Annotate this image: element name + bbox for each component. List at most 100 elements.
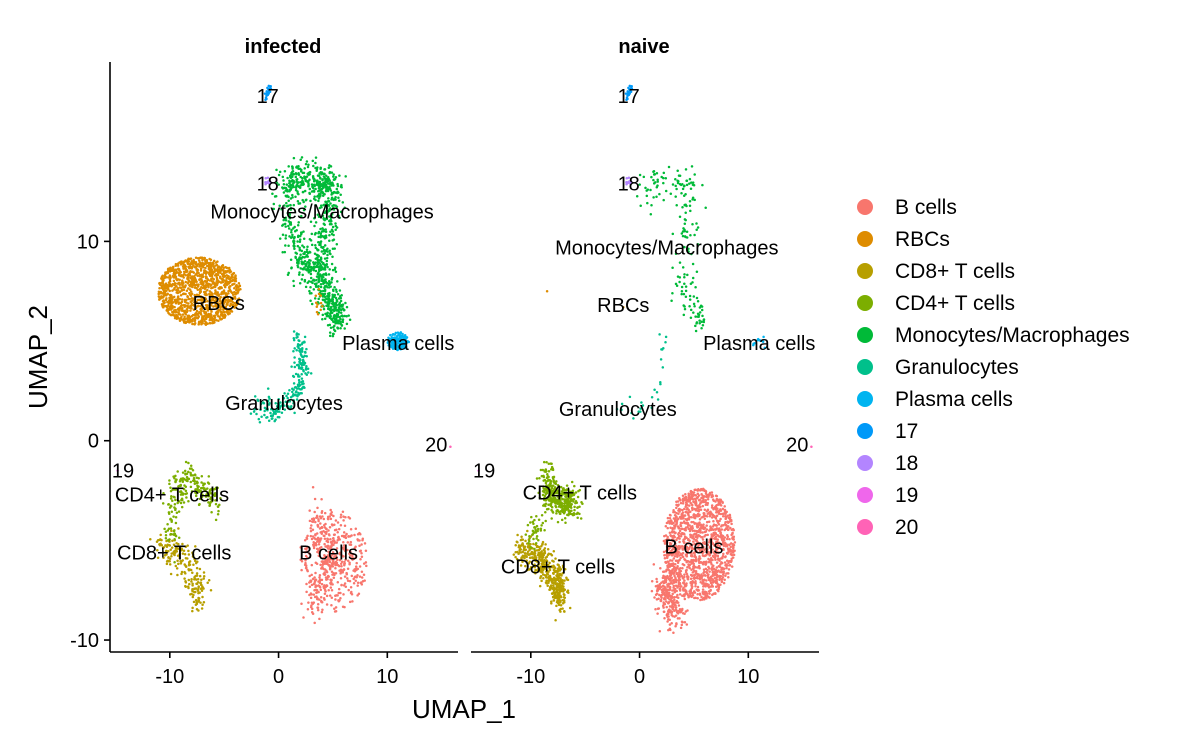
point-monocytes-macrophages	[691, 276, 695, 280]
point-rbcs	[204, 283, 208, 287]
point-cd8-t-cells	[198, 574, 202, 578]
point-rbcs	[218, 297, 222, 300]
point-rbcs	[174, 282, 177, 285]
point-cd4-t-cells	[187, 470, 190, 474]
point-monocytes-macrophages	[693, 198, 696, 202]
point-monocytes-macrophages	[319, 167, 322, 170]
point-cd8-t-cells	[191, 606, 194, 610]
point-plasma-cells	[402, 347, 406, 350]
point-rbcs	[201, 322, 204, 325]
point-b-cells	[364, 549, 368, 552]
point-rbcs	[180, 281, 184, 284]
point-monocytes-macrophages	[308, 191, 311, 195]
point-cd4-t-cells	[534, 526, 537, 529]
point-monocytes-macrophages	[700, 308, 704, 312]
point-granulocytes	[628, 395, 632, 399]
point-rbcs	[178, 290, 182, 294]
point-cd8-t-cells	[191, 555, 195, 558]
point-monocytes-macrophages	[330, 196, 334, 200]
point-monocytes-macrophages	[328, 251, 332, 255]
point-b-cells	[325, 603, 329, 606]
point-cd8-t-cells	[529, 553, 532, 556]
point-b-cells	[315, 532, 319, 535]
point-cd8-t-cells	[184, 545, 188, 549]
point-monocytes-macrophages	[308, 170, 312, 174]
point-rbcs	[188, 288, 192, 291]
point-monocytes-macrophages	[300, 278, 304, 281]
point-plasma-cells	[389, 345, 393, 348]
point-cd8-t-cells	[526, 550, 530, 553]
point-cd8-t-cells	[522, 548, 525, 552]
point-monocytes-macrophages	[681, 183, 684, 186]
point-monocytes-macrophages	[683, 282, 686, 286]
point-rbcs	[208, 273, 211, 276]
point-b-cells	[313, 497, 317, 501]
point-cd4-t-cells	[552, 479, 555, 482]
point-b-cells	[300, 568, 303, 572]
point-cd8-t-cells	[179, 562, 183, 565]
point-monocytes-macrophages	[649, 212, 653, 216]
point-granulocytes	[272, 412, 275, 416]
point-monocytes-macrophages	[336, 292, 340, 296]
point-cd8-t-cells	[523, 552, 527, 555]
point-rbcs	[196, 298, 200, 302]
point-monocytes-macrophages	[338, 289, 342, 292]
point-cd8-t-cells	[200, 607, 204, 610]
point-monocytes-macrophages	[301, 183, 305, 187]
point-cd8-t-cells	[167, 555, 170, 559]
x-tick-label: 0	[273, 666, 284, 688]
point-cd8-t-cells	[201, 595, 204, 599]
point-cd4-t-cells	[535, 477, 539, 480]
point-b-cells	[358, 531, 361, 535]
point-rbcs	[226, 269, 230, 273]
point-b-cells	[670, 522, 674, 526]
point-monocytes-macrophages	[295, 229, 298, 232]
point-rbcs	[179, 294, 183, 297]
point-rbcs	[206, 299, 209, 303]
point-monocytes-macrophages	[317, 297, 320, 301]
point-monocytes-macrophages	[331, 255, 334, 259]
point-monocytes-macrophages	[325, 188, 328, 192]
point-rbcs	[191, 275, 194, 278]
point-cd8-t-cells	[517, 544, 521, 547]
point-cd8-t-cells	[183, 553, 187, 556]
point-monocytes-macrophages	[304, 285, 308, 289]
point-b-cells	[322, 517, 326, 521]
point-monocytes-macrophages	[333, 313, 336, 317]
point-monocytes-macrophages	[685, 230, 689, 234]
point-monocytes-macrophages	[692, 295, 696, 298]
point-monocytes-macrophages	[318, 172, 321, 175]
point-b-cells	[332, 536, 335, 540]
point-cd8-t-cells	[520, 538, 524, 541]
point-monocytes-macrophages	[286, 211, 290, 215]
point-monocytes-macrophages	[330, 278, 334, 281]
point-b-cells	[320, 510, 324, 513]
point-rbcs	[189, 304, 193, 308]
point-rbcs	[181, 279, 184, 282]
point-granulocytes	[284, 400, 287, 404]
point-monocytes-macrophages	[686, 273, 689, 277]
cluster-label: Monocytes/Macrophages	[210, 202, 433, 224]
point-plasma-cells	[403, 334, 407, 337]
point-cd8-t-cells	[202, 600, 206, 604]
point-b-cells	[327, 533, 331, 536]
point-cd4-t-cells	[567, 513, 570, 517]
point-monocytes-macrophages	[680, 292, 683, 296]
point-monocytes-macrophages	[292, 156, 296, 160]
point-plasma-cells	[397, 333, 401, 336]
point-rbcs	[176, 298, 179, 301]
point-granulocytes	[309, 372, 313, 375]
point-rbcs	[199, 298, 202, 301]
point-rbcs	[195, 267, 198, 271]
point-plasma-cells	[387, 339, 390, 343]
point-rbcs	[216, 271, 220, 274]
point-granulocytes	[300, 372, 303, 376]
point-b-cells	[356, 594, 359, 597]
point-monocytes-macrophages	[297, 185, 301, 188]
point-granulocytes	[297, 366, 301, 370]
point-granulocytes	[297, 378, 301, 382]
point-rbcs	[231, 273, 234, 276]
point-monocytes-macrophages	[689, 308, 693, 312]
point-rbcs	[177, 302, 180, 306]
point-cd4-t-cells	[573, 508, 576, 512]
